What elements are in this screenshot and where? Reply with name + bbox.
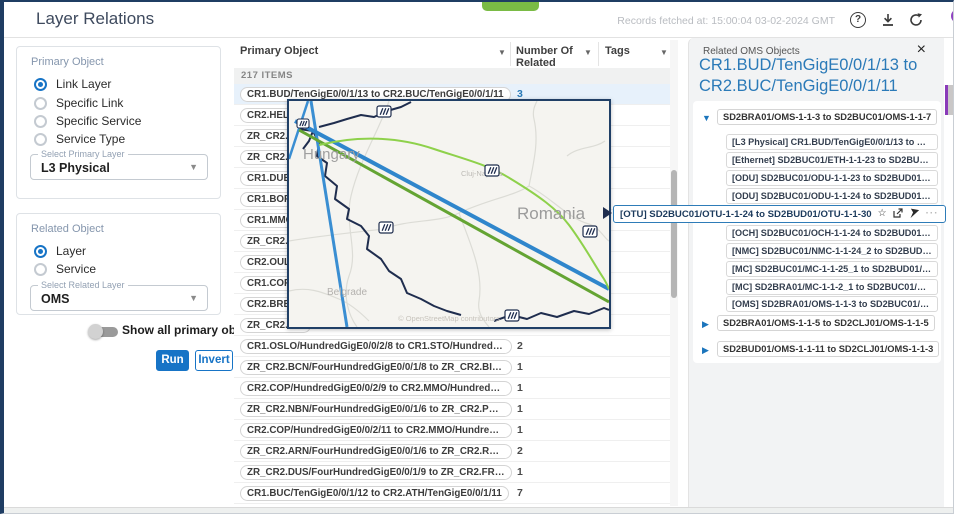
selected-otu-chip[interactable]: [OTU] SD2BUC01/OTU-1-1-24 to SD2BUD01/OT… [613, 205, 946, 223]
amplifier-icon[interactable] [296, 105, 598, 322]
radio-icon[interactable] [34, 244, 47, 258]
refresh-icon[interactable] [908, 12, 924, 28]
column-divider [510, 42, 511, 66]
panel-title-line1: CR1.BUD/TenGigE0/0/1/13 to [699, 56, 918, 74]
table-row[interactable]: CR1.BUC/TenGigE0/0/1/12 to CR2.ATH/TenGi… [234, 483, 670, 504]
radio-link-layer[interactable]: Link Layer [34, 77, 111, 91]
related-oms-panel: Related OMS Objects × CR1.BUD/TenGigE0/0… [688, 38, 944, 507]
map-label-hungary: Hungary [303, 146, 360, 163]
radio-specific-service[interactable]: Specific Service [34, 114, 141, 128]
radio-layer[interactable]: Layer [34, 244, 86, 258]
records-fetched-label: Records fetched at: 15:00:04 03-02-2024 … [617, 15, 835, 27]
related-object-label: Related Object [31, 223, 104, 235]
radio-service[interactable]: Service [34, 262, 96, 276]
more-actions-icon[interactable]: ··· [925, 208, 939, 219]
tree-child-node[interactable]: [L3 Physical] CR1.BUD/TenGigE0/0/1/13 to… [726, 134, 938, 150]
tree-child-node[interactable]: [ODU] SD2BUC01/ODU-1-1-23 to SD2BUD01/OD… [726, 170, 938, 186]
primary-layer-select-label: Select Primary Layer [38, 149, 128, 159]
otu-label: [OTU] SD2BUC01/OTU-1-1-24 to SD2BUD01/OT… [620, 208, 872, 220]
table-row[interactable]: ZR_CR2.NBN/FourHundredGigE0/0/1/6 to ZR_… [234, 399, 670, 420]
invert-button[interactable]: Invert [195, 350, 233, 371]
primary-object-chip[interactable]: ZR_CR2.DUS/FourHundredGigE0/0/1/9 to ZR_… [240, 464, 512, 480]
radio-icon[interactable] [34, 262, 47, 276]
radio-specific-link[interactable]: Specific Link [34, 96, 123, 110]
table-scrollbar-thumb[interactable] [671, 170, 677, 298]
download-icon[interactable] [880, 12, 896, 28]
related-count-link[interactable]: 3 [517, 88, 523, 100]
map-link-blue-main[interactable] [294, 119, 609, 291]
toggle-label: Show all primary objects [122, 323, 264, 337]
toggle-knob[interactable] [88, 324, 103, 339]
tree-child-node[interactable]: [OCH] SD2BUC01/OCH-1-1-24 to SD2BUD01/OC… [726, 225, 938, 241]
tree-child-node[interactable]: [ODU] SD2BUC01/ODU-1-1-24 to SD2BUD01/OD… [726, 188, 938, 204]
radio-icon[interactable] [34, 132, 47, 146]
primary-object-chip[interactable]: CR2.COP/HundredGigE0/0/2/11 to CR2.MMO/H… [240, 422, 512, 438]
page-title: Layer Relations [36, 9, 155, 28]
tree-collapse-icon[interactable]: ▼ [702, 113, 711, 123]
items-count-bar: 217 ITEMS [234, 68, 670, 84]
primary-object-chip[interactable]: ZR_CR2.BCN/FourHundredGigE0/0/1/8 to ZR_… [240, 359, 512, 375]
map-borders [289, 101, 609, 327]
run-button[interactable]: Run [156, 350, 189, 371]
locate-on-map-icon[interactable] [909, 207, 920, 221]
radio-icon[interactable] [34, 96, 47, 110]
table-row[interactable]: CR1.OSLO/HundredGigE0/0/2/8 to CR1.STO/H… [234, 336, 670, 357]
show-all-primary-toggle[interactable] [94, 327, 118, 337]
map-link-green[interactable] [298, 128, 609, 304]
panel-title-line2: CR2.BUC/TenGigE0/0/1/11 [699, 77, 898, 95]
top-toast-pill [482, 2, 539, 11]
table-row[interactable]: ZR_CR2.BCN/FourHundredGigE0/0/1/8 to ZR_… [234, 357, 670, 378]
column-divider [598, 42, 599, 66]
map-link-blue[interactable] [289, 101, 310, 160]
radio-service-type[interactable]: Service Type [34, 132, 125, 146]
map-attribution: © OpenStreetMap contributors [398, 314, 500, 323]
close-icon[interactable]: × [916, 41, 926, 58]
open-in-new-icon[interactable] [892, 207, 903, 221]
favorite-star-icon[interactable]: ☆ [877, 208, 887, 219]
collapsed-side-widget[interactable] [945, 85, 953, 115]
tree-group-node[interactable]: SD2BUD01/OMS-1-1-11 to SD2CLJ01/OMS-1-1-… [717, 341, 940, 357]
tree-expand-icon[interactable]: ▶ [702, 345, 709, 355]
related-layer-select-label: Select Related Layer [38, 280, 128, 290]
tree-child-node[interactable]: [NMC] SD2BUC01/NMC-1-1-24_2 to SD2BUD01/… [726, 243, 938, 259]
primary-object-label: Primary Object [31, 56, 104, 68]
primary-object-chip[interactable]: CR1.BUC/TenGigE0/0/1/12 to CR2.ATH/TenGi… [240, 485, 509, 501]
radio-icon[interactable] [34, 114, 47, 128]
chevron-down-icon: ▼ [189, 162, 198, 172]
map-label-romania: Romania [517, 204, 586, 223]
col-header-primary-object: Primary Object [240, 45, 319, 57]
primary-object-chip[interactable]: ZR_CR2.NBN/FourHundredGigE0/0/1/6 to ZR_… [240, 401, 512, 417]
tree-child-node[interactable]: [OMS] SD2BRA01/OMS-1-1-3 to SD2BUC01/OMS… [726, 296, 938, 312]
sort-caret-icon[interactable]: ▼ [498, 48, 506, 57]
tree-expand-icon[interactable]: ▶ [702, 319, 709, 329]
chevron-down-icon: ▼ [189, 293, 198, 303]
tree-group-node[interactable]: SD2BRA01/OMS-1-1-3 to SD2BUC01/OMS-1-1-7 [717, 109, 938, 125]
map-label-belgrade: Belgrade [327, 287, 367, 298]
sort-caret-icon[interactable]: ▼ [660, 48, 668, 57]
table-row[interactable]: CR2.COP/HundredGigE0/0/2/9 to CR2.MMO/Hu… [234, 378, 670, 399]
app-header: Layer Relations Records fetched at: 15:0… [4, 2, 953, 38]
tree-child-node[interactable]: [Ethernet] SD2BUC01/ETH-1-1-23 to SD2BUD… [726, 152, 938, 168]
primary-object-chip[interactable]: CR2.COP/HundredGigE0/0/2/9 to CR2.MMO/Hu… [240, 380, 512, 396]
primary-object-chip[interactable]: ZR_CR2.ARN/FourHundredGigE0/0/1/6 to ZR_… [240, 443, 512, 459]
tree-child-node[interactable]: [MC] SD2BUC01/MC-1-1-25_1 to SD2BUD01/MC… [726, 261, 938, 277]
footer-strip [4, 507, 953, 513]
radio-icon[interactable] [34, 77, 47, 91]
tree-child-node[interactable]: [MC] SD2BRA01/MC-1-1-2_1 to SD2BUC01/MC-… [726, 279, 938, 295]
callout-arrow-icon [603, 207, 612, 219]
map-label-cluj: Cluj-Napoca [461, 169, 503, 178]
table-row[interactable]: ZR_CR2.ARN/FourHundredGigE0/0/1/6 to ZR_… [234, 441, 670, 462]
tree-group-node[interactable]: SD2BRA01/OMS-1-1-5 to SD2CLJ01/OMS-1-1-5 [717, 315, 935, 331]
topology-map-overlay[interactable]: Hungary Romania Belgrade Cluj-Napoca © O… [287, 99, 611, 329]
map-link-lime[interactable] [318, 137, 609, 290]
primary-object-chip[interactable]: CR1.OSLO/HundredGigE0/0/2/8 to CR1.STO/H… [240, 338, 512, 354]
panel-header-label: Related OMS Objects [703, 46, 800, 57]
table-row[interactable]: ZR_CR2.DUS/FourHundredGigE0/0/1/9 to ZR_… [234, 462, 670, 483]
table-row[interactable]: CR2.COP/HundredGigE0/0/2/11 to CR2.MMO/H… [234, 420, 670, 441]
help-icon[interactable]: ? [850, 12, 866, 28]
col-header-tags: Tags [605, 45, 630, 57]
sort-caret-icon[interactable]: ▼ [584, 48, 592, 57]
